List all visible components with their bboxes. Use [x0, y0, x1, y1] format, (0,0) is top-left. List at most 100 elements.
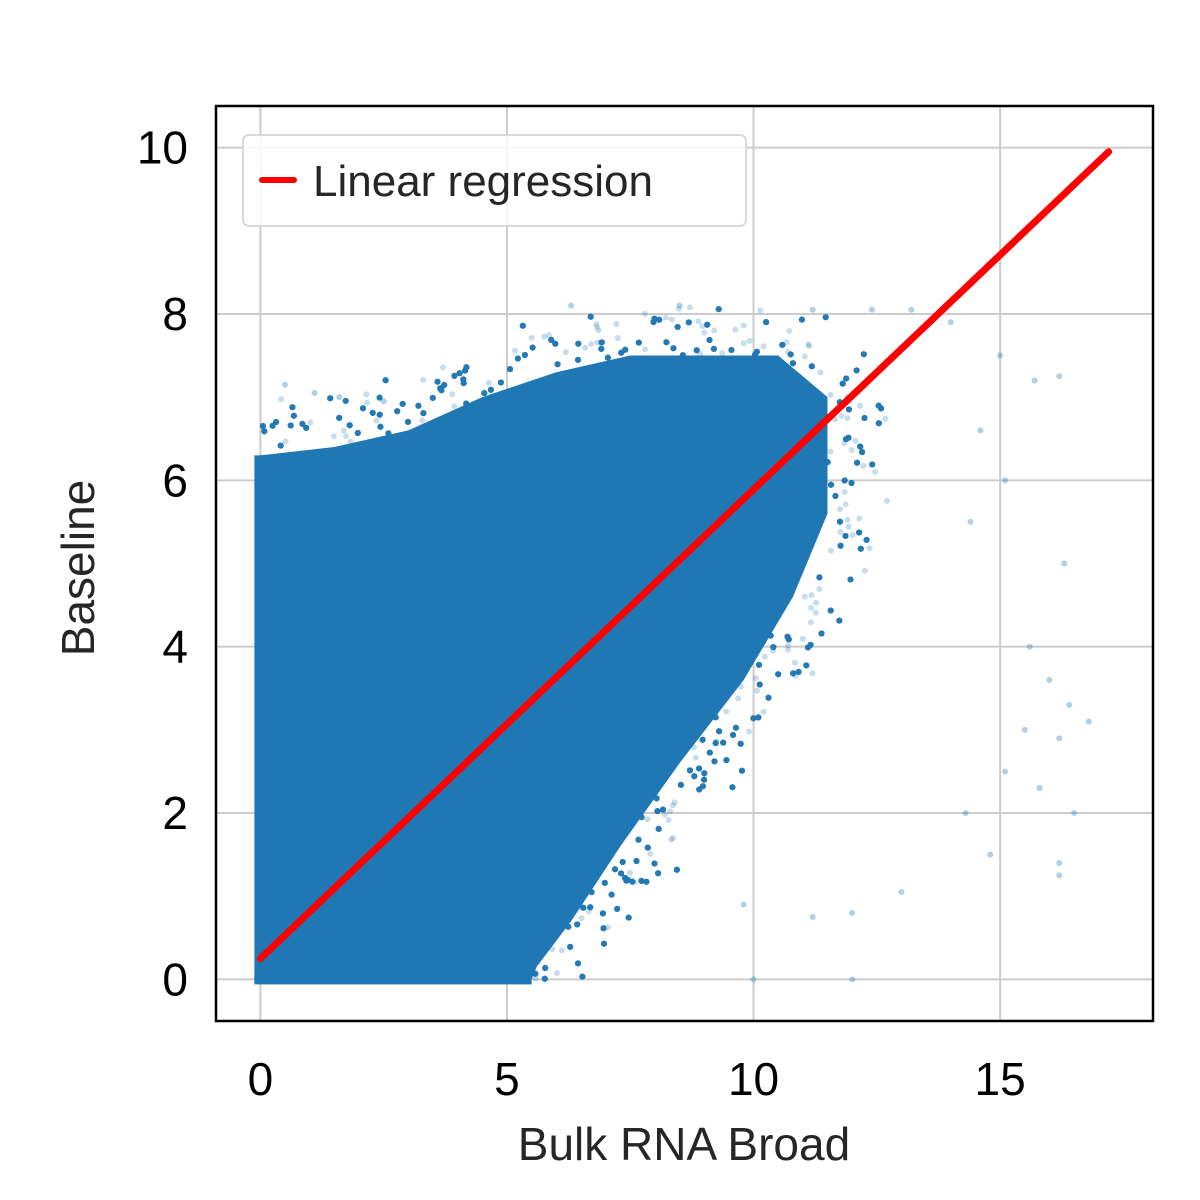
scatter-point	[507, 366, 513, 373]
scatter-point	[463, 364, 470, 371]
scatter-point	[737, 683, 744, 690]
scatter-point	[376, 411, 383, 418]
scatter-point	[656, 316, 663, 323]
scatter-point	[696, 765, 703, 772]
scatter-point	[787, 351, 794, 358]
scatter-point	[857, 443, 864, 450]
scatter-point	[822, 314, 829, 321]
scatter-point	[828, 481, 834, 488]
scatter-point	[696, 765, 703, 772]
scatter-point	[303, 424, 310, 431]
scatter-point	[767, 632, 774, 639]
scatter-point	[843, 375, 850, 382]
scatter-point	[299, 420, 306, 427]
scatter-point	[460, 376, 467, 383]
scatter-point	[853, 367, 860, 374]
scatter-point	[346, 422, 353, 429]
scatter-point	[460, 380, 467, 387]
scatter-point	[740, 901, 747, 908]
scatter-point	[756, 661, 762, 668]
scatter-point	[827, 607, 834, 614]
scatter-point	[575, 960, 581, 967]
scatter-point	[808, 363, 815, 370]
scatter-point	[853, 367, 860, 374]
scatter-point	[807, 641, 814, 648]
scatter-point	[327, 395, 334, 402]
scatter-point	[587, 904, 594, 911]
scatter-point	[259, 423, 266, 429]
scatter-point	[585, 908, 592, 915]
scatter-point	[587, 313, 594, 320]
scatter-point	[369, 409, 376, 416]
scatter-point	[875, 402, 882, 409]
scatter-point	[261, 428, 268, 435]
scatter-point	[670, 345, 677, 352]
scatter-point	[699, 736, 706, 743]
scatter-point	[336, 414, 343, 421]
scatter-point	[784, 633, 791, 640]
scatter-point	[377, 423, 384, 430]
scatter-point	[340, 427, 347, 434]
scatter-point	[706, 337, 713, 343]
scatter-point	[685, 319, 692, 326]
scatter-point	[619, 859, 626, 865]
scatter-point	[729, 784, 736, 791]
scatter-point	[655, 870, 662, 877]
scatter-point	[420, 410, 427, 417]
scatter-point	[287, 422, 294, 429]
scatter-point	[670, 345, 677, 352]
scatter-point	[816, 574, 823, 581]
scatter-point	[369, 409, 376, 416]
scatter-point	[779, 341, 786, 348]
scatter-point	[521, 352, 528, 358]
scatter-point	[807, 641, 814, 648]
scatter-point	[827, 607, 834, 614]
scatter-point	[619, 859, 626, 865]
scatter-point	[434, 378, 441, 385]
scatter-point	[519, 322, 526, 329]
scatter-point	[588, 889, 595, 896]
scatter-point	[259, 423, 266, 429]
scatter-point	[623, 877, 630, 884]
scatter-point	[451, 372, 458, 379]
scatter-point	[1061, 560, 1068, 567]
scatter-point	[701, 776, 708, 783]
scatter-point	[789, 360, 796, 367]
scatter-point	[857, 443, 864, 450]
scatter-point	[967, 518, 974, 525]
scatter-point	[789, 360, 796, 367]
scatter-point	[549, 946, 556, 953]
scatter-point	[753, 348, 760, 355]
scatter-point	[541, 975, 548, 982]
scatter-point	[737, 740, 744, 747]
scatter-point	[625, 914, 632, 921]
scatter-point	[837, 542, 844, 549]
scatter-point	[655, 825, 662, 832]
scatter-point	[618, 870, 625, 877]
scatter-point	[405, 418, 411, 425]
scatter-point	[691, 773, 698, 780]
scatter-point	[695, 318, 702, 325]
scatter-point	[696, 765, 703, 772]
scatter-point	[730, 732, 737, 738]
scatter-point	[857, 443, 864, 450]
scatter-point	[575, 356, 581, 363]
scatter-point	[732, 724, 739, 731]
scatter-point	[752, 351, 759, 358]
scatter-point	[456, 370, 463, 377]
scatter-point	[687, 767, 693, 774]
scatter-point	[521, 352, 528, 358]
scatter-point	[712, 740, 719, 747]
scatter-point	[441, 382, 448, 388]
scatter-point	[699, 783, 706, 790]
scatter-point	[261, 428, 268, 435]
scatter-point	[863, 536, 870, 543]
scatter-point	[463, 400, 470, 407]
scatter-point	[779, 341, 786, 348]
scatter-point	[715, 306, 722, 313]
scatter-point	[763, 319, 770, 326]
scatter-point	[701, 776, 708, 783]
scatter-point	[739, 767, 745, 774]
scatter-point	[843, 375, 850, 382]
scatter-point	[532, 970, 539, 977]
